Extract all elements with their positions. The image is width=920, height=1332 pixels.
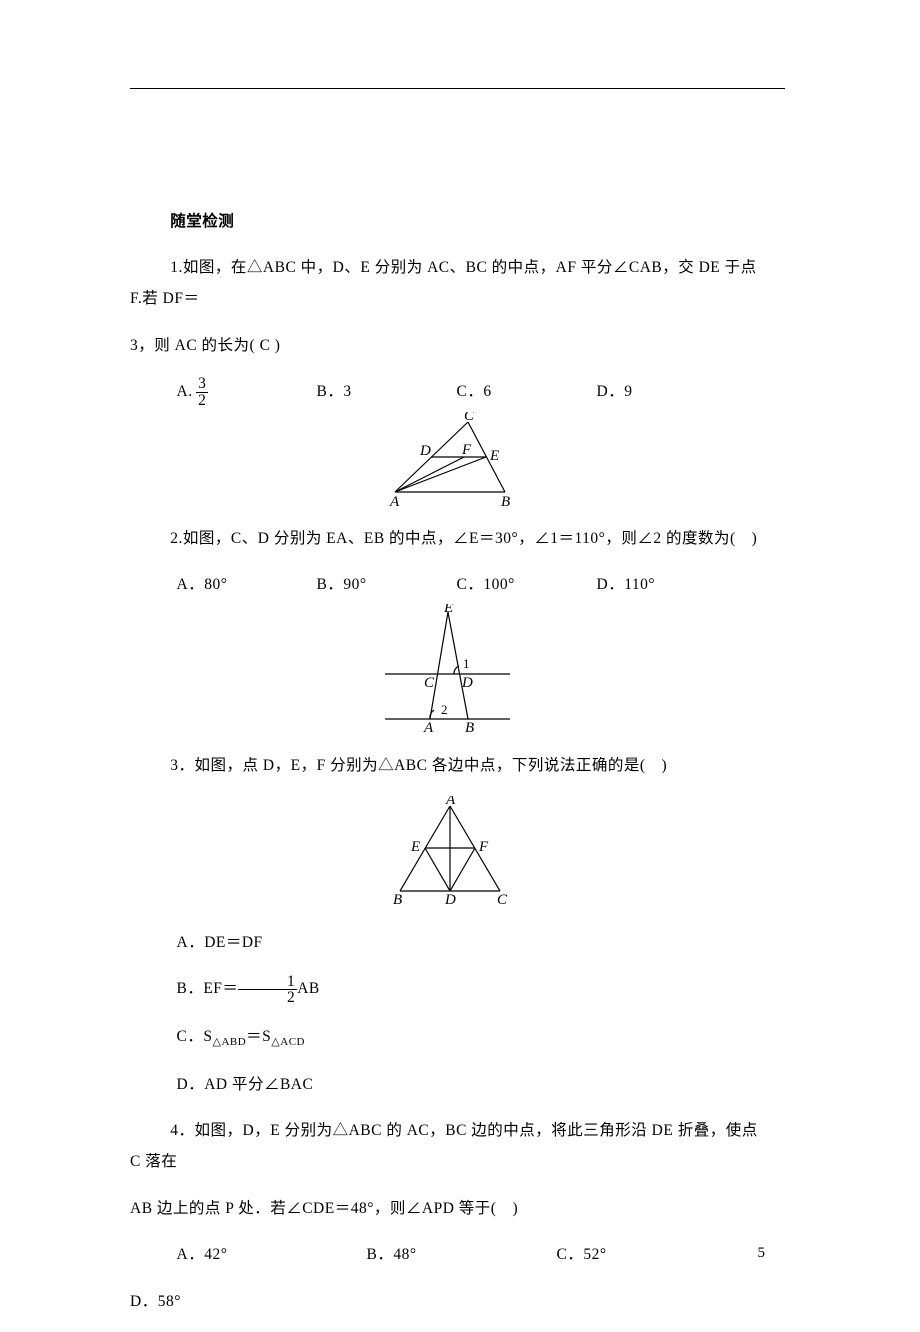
q1-options: A. 32 B．3 C．6 D．9 <box>130 376 770 408</box>
svg-text:B: B <box>393 892 403 908</box>
svg-text:C: C <box>464 412 475 424</box>
figure-q3: A B C D E F <box>375 796 525 911</box>
page-number: 5 <box>758 1245 766 1262</box>
q4-optA: A．42° <box>177 1239 367 1270</box>
q4-options-row1: A．42° B．48° C．52° <box>130 1239 770 1270</box>
svg-text:2: 2 <box>441 702 448 717</box>
header-rule <box>130 88 785 89</box>
q3-optC: C．S△ABD＝S△ACD <box>130 1021 770 1053</box>
q4-text: 4．如图，D，E 分别为△ABC 的 AC，BC 边的中点，将此三角形沿 DE … <box>130 1115 770 1177</box>
q3-text: 3．如图，点 D，E，F 分别为△ABC 各边中点，下列说法正确的是( ) <box>130 750 770 781</box>
svg-text:F: F <box>478 839 489 855</box>
figure-q1: A B C D E F <box>365 412 535 507</box>
svg-text:B: B <box>501 494 511 507</box>
svg-text:B: B <box>465 720 475 734</box>
document-body: 随堂检测 1.如图，在△ABC 中，D、E 分别为 AC、BC 的中点，AF 平… <box>130 190 770 1332</box>
svg-text:C: C <box>497 892 508 908</box>
svg-text:D: D <box>444 892 456 908</box>
q1-optA: A. 32 <box>177 376 317 408</box>
q1-optB: B．3 <box>317 376 457 408</box>
q2-optB: B．90° <box>317 569 457 600</box>
q2-options: A．80° B．90° C．100° D．110° <box>130 569 770 600</box>
svg-text:C: C <box>424 675 435 691</box>
q1-optC: C．6 <box>457 376 597 408</box>
q1-text-2: 3，则 AC 的长为( C ) <box>130 330 770 361</box>
section-heading: 随堂检测 <box>130 206 770 237</box>
q2-optD: D．110° <box>597 569 737 600</box>
svg-text:A: A <box>423 720 434 734</box>
svg-text:A: A <box>389 494 400 507</box>
q3-optB: B．EF＝12AB <box>130 973 770 1005</box>
svg-text:F: F <box>461 442 472 458</box>
svg-text:A: A <box>445 796 456 808</box>
q3-optA: A．DE＝DF <box>130 927 770 958</box>
svg-text:E: E <box>410 839 421 855</box>
svg-text:E: E <box>489 448 500 464</box>
q4-optD: D．58° <box>130 1286 770 1317</box>
figure-q2: E C D A B 1 2 <box>365 604 535 734</box>
q3-optD: D．AD 平分∠BAC <box>130 1069 770 1100</box>
svg-text:D: D <box>461 675 473 691</box>
svg-text:1: 1 <box>463 656 470 671</box>
svg-text:E: E <box>443 604 454 616</box>
q2-optC: C．100° <box>457 569 597 600</box>
q2-text: 2.如图，C、D 分别为 EA、EB 的中点，∠E＝30°，∠1＝110°，则∠… <box>130 523 770 554</box>
q4-optB: B．48° <box>367 1239 557 1270</box>
q1-text: 1.如图，在△ABC 中，D、E 分别为 AC、BC 的中点，AF 平分∠CAB… <box>130 252 770 314</box>
q1-optD: D．9 <box>597 376 737 408</box>
q4-optC: C．52° <box>557 1239 697 1270</box>
q2-optA: A．80° <box>177 569 317 600</box>
q4-text-2: AB 边上的点 P 处．若∠CDE＝48°，则∠APD 等于( ) <box>130 1193 770 1224</box>
svg-text:D: D <box>419 443 431 459</box>
